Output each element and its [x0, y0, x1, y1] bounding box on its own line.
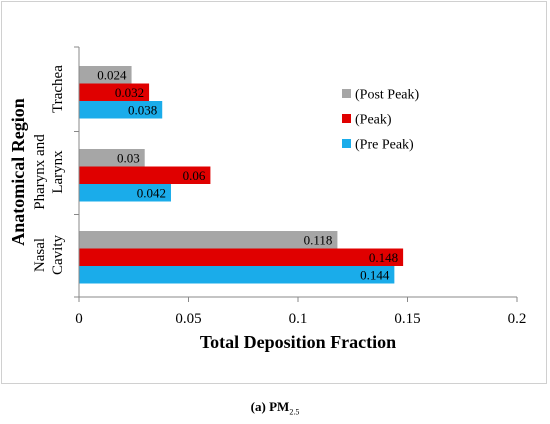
data-label-1-1: 0.06: [183, 168, 206, 183]
x-axis-title: Total Deposition Fraction: [200, 332, 396, 352]
figure-frame: [1, 1, 547, 384]
x-tick-label-3: 0.15: [394, 311, 420, 327]
data-label-1-2: 0.042: [137, 185, 166, 200]
data-label-2-0: 0.118: [304, 232, 333, 247]
deposition-bar-chart: 0.024 0.032 0.038 0.03 0.06 0.042 0.118 0.148 0.…: [8, 46, 527, 352]
figure-caption: (a) PM2.5: [0, 399, 550, 417]
data-label-2-1: 0.148: [369, 250, 398, 265]
category-label-1-1: Larynx: [50, 150, 66, 194]
bar-1-1: [79, 166, 211, 184]
bar-2-1: [79, 248, 404, 266]
x-tick-label-2: 0.1: [289, 311, 308, 327]
data-label-0-1: 0.032: [115, 85, 144, 100]
y-axis-title: Anatomical Region: [8, 98, 28, 246]
bar-2-0: [79, 231, 338, 249]
legend-swatch-2: [342, 139, 351, 148]
x-tick-label-0: 0: [75, 311, 83, 327]
x-tick-label-4: 0.2: [508, 311, 527, 327]
data-label-2-2: 0.144: [360, 267, 390, 282]
caption-prefix: (a): [250, 399, 266, 414]
bar-0-0: [79, 66, 132, 84]
bar-2-2: [79, 266, 395, 284]
bar-0-2: [79, 101, 163, 119]
legend-label-0: (Post Peak): [355, 88, 420, 103]
legend-label-1: (Peak): [355, 113, 392, 128]
legend-label-2: (Pre Peak): [355, 138, 414, 153]
data-label-1-0: 0.03: [117, 150, 140, 165]
x-tick-label-1: 0.05: [175, 311, 201, 327]
category-label-2-0: Nasal: [32, 238, 48, 272]
legend-swatch-1: [342, 114, 351, 123]
category-label-2-1: Cavity: [50, 235, 66, 275]
category-label-1-0: Pharynx and: [32, 134, 48, 210]
category-label-0-0: Trachea: [50, 65, 66, 113]
caption-text: PM: [269, 399, 290, 414]
bar-1-0: [79, 149, 145, 167]
data-label-0-2: 0.038: [128, 102, 157, 117]
data-label-0-0: 0.024: [97, 67, 127, 82]
legend-swatch-0: [342, 89, 351, 98]
bar-1-2: [79, 184, 171, 202]
caption-subscript: 2.5: [289, 407, 300, 417]
bar-0-1: [79, 83, 150, 101]
